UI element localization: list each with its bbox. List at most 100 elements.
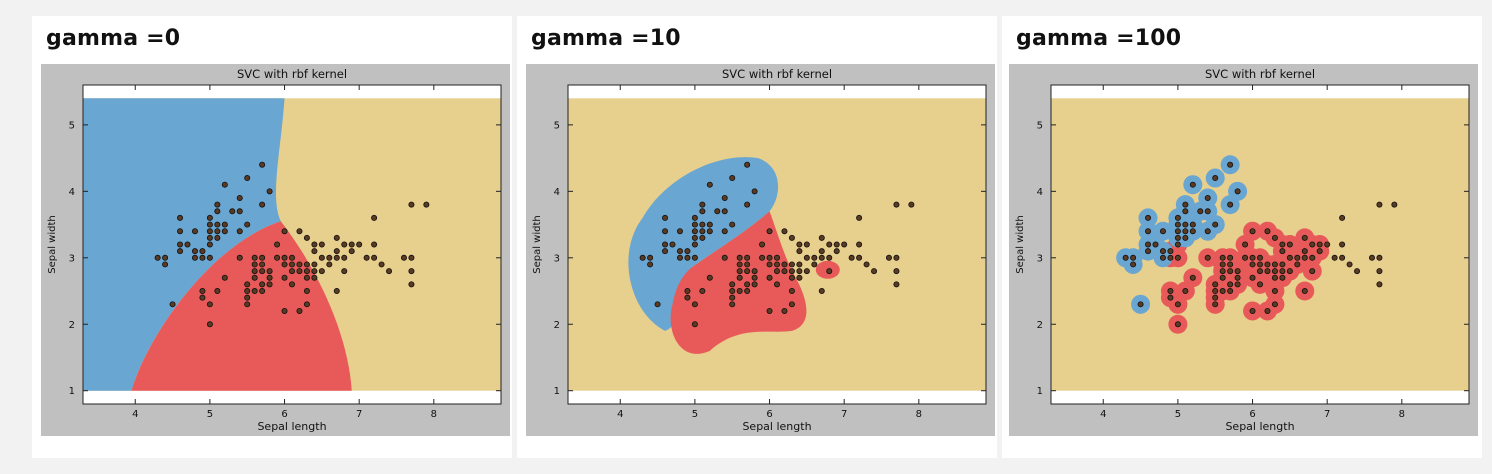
data-point (1204, 228, 1211, 235)
data-point (1301, 234, 1308, 241)
data-point (326, 254, 333, 261)
data-point (1376, 281, 1383, 288)
data-point (662, 241, 669, 248)
data-point (281, 261, 288, 268)
y-tick-label: 5 (1037, 120, 1043, 131)
x-tick-label: 5 (1175, 409, 1181, 420)
data-point (788, 288, 795, 295)
data-point (259, 254, 266, 261)
x-tick-label: 7 (356, 409, 362, 420)
data-point (729, 294, 736, 301)
data-point (751, 188, 758, 195)
data-point (206, 234, 213, 241)
data-point (699, 234, 706, 241)
data-point (244, 294, 251, 301)
data-point (333, 248, 340, 255)
data-point (1219, 274, 1226, 281)
data-point (288, 281, 295, 288)
data-point (1174, 221, 1181, 228)
data-point (766, 307, 773, 314)
data-point (1174, 321, 1181, 328)
data-point (706, 181, 713, 188)
data-point (214, 288, 221, 295)
data-point (1227, 201, 1234, 208)
data-point (274, 254, 281, 261)
data-point (856, 254, 863, 261)
data-point (333, 234, 340, 241)
decision-regions (1051, 98, 1469, 391)
data-point (744, 201, 751, 208)
data-point (744, 288, 751, 295)
data-point (1227, 281, 1234, 288)
data-point (288, 254, 295, 261)
data-point (1152, 241, 1159, 248)
data-point (833, 248, 840, 255)
y-tick-label: 2 (1037, 320, 1043, 331)
x-tick-label: 7 (841, 409, 847, 420)
data-point (251, 274, 258, 281)
data-point (1167, 254, 1174, 261)
decision-regions (83, 98, 501, 391)
data-point (684, 254, 691, 261)
data-point (1174, 254, 1181, 261)
data-point (676, 228, 683, 235)
data-point (706, 274, 713, 281)
data-point (333, 288, 340, 295)
data-point (363, 254, 370, 261)
data-point (811, 254, 818, 261)
data-point (818, 234, 825, 241)
data-point (221, 181, 228, 188)
y-tick-label: 4 (554, 187, 560, 198)
data-point (848, 254, 855, 261)
data-point (803, 268, 810, 275)
data-point (1249, 274, 1256, 281)
data-point (1204, 254, 1211, 261)
data-point (1286, 268, 1293, 275)
data-point (214, 201, 221, 208)
data-point (1279, 261, 1286, 268)
data-point (318, 268, 325, 275)
data-point (1174, 234, 1181, 241)
data-point (281, 228, 288, 235)
data-point (1316, 241, 1323, 248)
data-point (1256, 261, 1263, 268)
x-tick-label: 4 (617, 409, 623, 420)
data-point (1189, 228, 1196, 235)
data-point (206, 241, 213, 248)
data-point (251, 261, 258, 268)
data-point (1189, 221, 1196, 228)
data-point (303, 301, 310, 308)
data-point (288, 268, 295, 275)
data-point (1212, 294, 1219, 301)
data-point (191, 228, 198, 235)
data-point (371, 254, 378, 261)
panel-gamma-0: gamma =0 4 5 6 7 8 1 2 3 4 5 SVC with rbf kernel Se… (32, 16, 512, 458)
data-point (1145, 248, 1152, 255)
data-point (154, 254, 161, 261)
data-point (206, 228, 213, 235)
data-point (773, 261, 780, 268)
x-tick-label: 8 (1399, 409, 1405, 420)
data-point (1197, 208, 1204, 215)
data-point (1354, 268, 1361, 275)
data-point (1376, 201, 1383, 208)
data-point (251, 288, 258, 295)
data-point (796, 241, 803, 248)
x-tick-label: 6 (1249, 409, 1255, 420)
y-tick-label: 3 (554, 253, 560, 264)
data-point (206, 221, 213, 228)
data-point (311, 268, 318, 275)
data-point (691, 254, 698, 261)
data-point (729, 175, 736, 182)
data-point (744, 161, 751, 168)
data-point (893, 254, 900, 261)
data-points (1122, 161, 1398, 328)
data-point (729, 221, 736, 228)
data-point (818, 254, 825, 261)
x-tick-label: 4 (1100, 409, 1106, 420)
data-point (296, 268, 303, 275)
data-point (699, 201, 706, 208)
data-point (729, 288, 736, 295)
data-point (303, 288, 310, 295)
